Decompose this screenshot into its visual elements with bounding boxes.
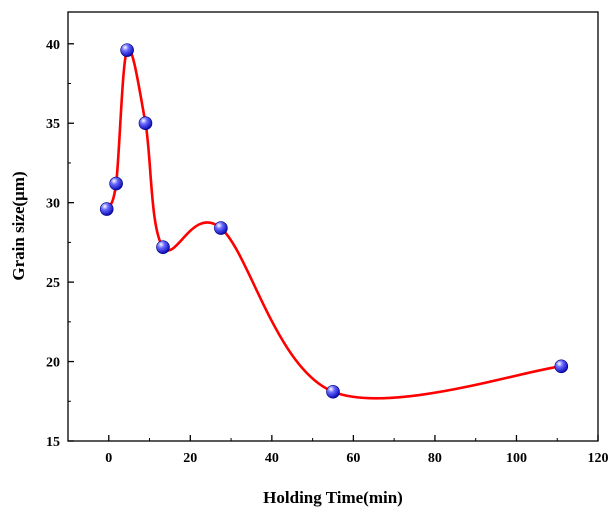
x-axis-title: Holding Time(min) xyxy=(263,488,403,507)
x-tick-label: 60 xyxy=(346,451,360,466)
x-tick-label: 20 xyxy=(183,451,197,466)
data-point xyxy=(99,202,114,216)
x-tick-label: 100 xyxy=(506,451,527,466)
data-point xyxy=(120,43,134,57)
y-tick-label: 30 xyxy=(46,197,60,212)
y-tick-label: 15 xyxy=(46,435,60,450)
y-axis-ticks: 15 20 25 30 35 40 xyxy=(46,38,74,450)
data-points xyxy=(99,43,569,399)
y-axis-title: Grain size(μm) xyxy=(9,171,28,280)
x-tick-label: 120 xyxy=(588,451,609,466)
data-point xyxy=(326,384,340,399)
x-tick-label: 40 xyxy=(265,451,279,466)
data-point xyxy=(109,176,123,191)
y-tick-label: 40 xyxy=(46,38,60,53)
data-point xyxy=(214,221,228,235)
plot-frame xyxy=(67,11,599,442)
x-tick-label: 0 xyxy=(105,451,112,466)
y-tick-label: 20 xyxy=(46,356,60,371)
data-point xyxy=(138,116,153,131)
y-tick-label: 25 xyxy=(46,276,60,291)
fit-curve xyxy=(105,47,562,400)
data-point xyxy=(156,240,170,254)
y-tick-label: 35 xyxy=(46,117,60,132)
data-point xyxy=(554,359,569,374)
x-axis-ticks: 0 20 40 60 80 100 120 xyxy=(67,435,609,466)
x-tick-label: 80 xyxy=(428,451,442,466)
